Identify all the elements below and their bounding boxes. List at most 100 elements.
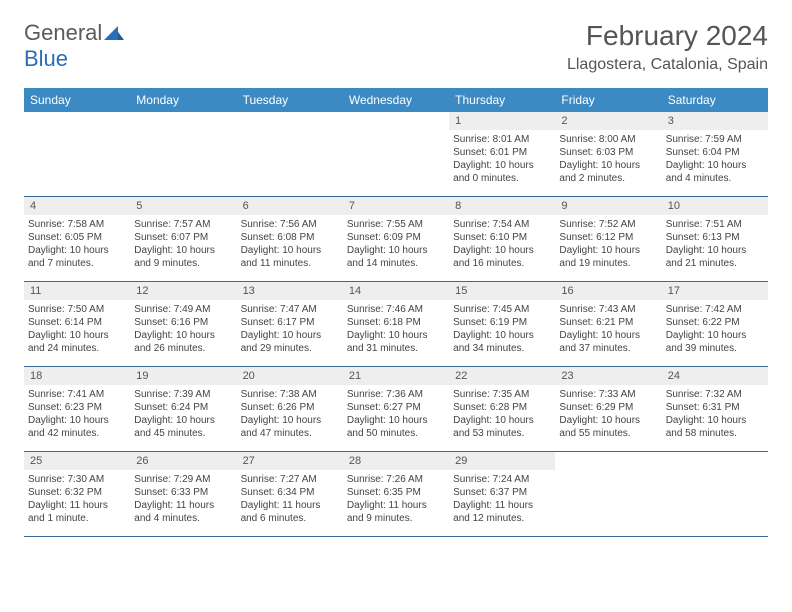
calendar-cell: 23Sunrise: 7:33 AMSunset: 6:29 PMDayligh… <box>555 367 661 451</box>
calendar-week: 1 Sunrise: 8:01 AMSunset: 6:01 PM Daylight… <box>24 112 768 197</box>
sunrise-line: Sunrise: 7:41 AM <box>28 388 126 401</box>
sunrise-line: Sunrise: 7:35 AM <box>453 388 551 401</box>
day-number: 10 <box>662 197 768 215</box>
sunrise-line: Sunrise: 7:49 AM <box>134 303 232 316</box>
day-number: 9 <box>555 197 661 215</box>
calendar-cell <box>24 112 130 196</box>
sunrise-line: Sunrise: 7:45 AM <box>453 303 551 316</box>
daylight-line: Daylight: 10 hours and 50 minutes. <box>347 414 445 440</box>
sunrise-line: Sunrise: 7:30 AM <box>28 473 126 486</box>
sunset-line: Sunset: 6:33 PM <box>134 486 232 499</box>
sunrise-line: Sunrise: 8:01 AM <box>453 133 551 146</box>
sail-icon <box>104 20 124 46</box>
sunrise-line: Sunrise: 7:27 AM <box>241 473 339 486</box>
calendar-cell: 29Sunrise: 7:24 AMSunset: 6:37 PMDayligh… <box>449 452 555 536</box>
day-number: 7 <box>343 197 449 215</box>
sunrise-line: Sunrise: 7:46 AM <box>347 303 445 316</box>
calendar-cell <box>130 112 236 196</box>
sunset-line: Sunset: 6:14 PM <box>28 316 126 329</box>
brand-text: GeneralBlue <box>24 20 124 72</box>
daylight-line: Daylight: 10 hours and 7 minutes. <box>28 244 126 270</box>
sunrise-line: Sunrise: 7:33 AM <box>559 388 657 401</box>
sunset-line: Sunset: 6:13 PM <box>666 231 764 244</box>
sunrise-line: Sunrise: 7:43 AM <box>559 303 657 316</box>
day-number: 18 <box>24 367 130 385</box>
daylight-line: Daylight: 10 hours and 53 minutes. <box>453 414 551 440</box>
sunset-line: Sunset: 6:16 PM <box>134 316 232 329</box>
daylight-line: Daylight: 10 hours and 37 minutes. <box>559 329 657 355</box>
day-number: 1 <box>449 112 555 130</box>
sunset-line: Sunset: 6:24 PM <box>134 401 232 414</box>
day-number: 16 <box>555 282 661 300</box>
calendar-cell: 2Sunrise: 8:00 AMSunset: 6:03 PMDaylight… <box>555 112 661 196</box>
calendar-cell: 18 Sunrise: 7:41 AMSunset: 6:23 PMDayligh… <box>24 367 130 451</box>
sunrise-line: Sunrise: 7:42 AM <box>666 303 764 316</box>
sunrise-line: Sunrise: 7:55 AM <box>347 218 445 231</box>
calendar-cell: 28Sunrise: 7:26 AMSunset: 6:35 PMDayligh… <box>343 452 449 536</box>
calendar: SundayMondayTuesdayWednesdayThursdayFrid… <box>24 88 768 537</box>
calendar-cell: 16 Sunrise: 7:43 AMSunset: 6:21 PMDayligh… <box>555 282 661 366</box>
sunrise-line: Sunrise: 7:24 AM <box>453 473 551 486</box>
day-of-week: Friday <box>555 88 661 112</box>
calendar-cell: 26Sunrise: 7:29 AMSunset: 6:33 PMDayligh… <box>130 452 236 536</box>
calendar-week: 4Sunrise: 7:58 AMSunset: 6:05 PMDaylight… <box>24 197 768 282</box>
day-number: 14 <box>343 282 449 300</box>
day-number: 5 <box>130 197 236 215</box>
day-number: 25 <box>24 452 130 470</box>
daylight-line: Daylight: 10 hours and 47 minutes. <box>241 414 339 440</box>
sunrise-line: Sunrise: 7:32 AM <box>666 388 764 401</box>
sunset-line: Sunset: 6:10 PM <box>453 231 551 244</box>
calendar-cell: 22Sunrise: 7:35 AMSunset: 6:28 PMDayligh… <box>449 367 555 451</box>
header: GeneralBlue February 2024 Llagostera, Ca… <box>24 20 768 74</box>
daylight-line: Daylight: 10 hours and 16 minutes. <box>453 244 551 270</box>
daylight-line: Daylight: 10 hours and 4 minutes. <box>666 159 764 185</box>
calendar-cell: 12Sunrise: 7:49 AMSunset: 6:16 PMDayligh… <box>130 282 236 366</box>
day-of-week: Saturday <box>662 88 768 112</box>
sunset-line: Sunset: 6:23 PM <box>28 401 126 414</box>
sunset-line: Sunset: 6:09 PM <box>347 231 445 244</box>
day-number: 11 <box>24 282 130 300</box>
day-number: 19 <box>130 367 236 385</box>
sunset-line: Sunset: 6:01 PM <box>453 146 551 159</box>
daylight-line: Daylight: 10 hours and 42 minutes. <box>28 414 126 440</box>
sunrise-line: Sunrise: 7:59 AM <box>666 133 764 146</box>
sunset-line: Sunset: 6:03 PM <box>559 146 657 159</box>
sunrise-line: Sunrise: 7:47 AM <box>241 303 339 316</box>
daylight-line: Daylight: 11 hours and 1 minute. <box>28 499 126 525</box>
calendar-cell <box>662 452 768 536</box>
calendar-cell: 21Sunrise: 7:36 AMSunset: 6:27 PMDayligh… <box>343 367 449 451</box>
calendar-cell: 5Sunrise: 7:57 AMSunset: 6:07 PMDaylight… <box>130 197 236 281</box>
sunrise-line: Sunrise: 7:26 AM <box>347 473 445 486</box>
sunset-line: Sunset: 6:12 PM <box>559 231 657 244</box>
sunrise-line: Sunrise: 7:58 AM <box>28 218 126 231</box>
sunset-line: Sunset: 6:21 PM <box>559 316 657 329</box>
calendar-cell: 20Sunrise: 7:38 AMSunset: 6:26 PMDayligh… <box>237 367 343 451</box>
daylight-line: Daylight: 10 hours and 11 minutes. <box>241 244 339 270</box>
day-number: 27 <box>237 452 343 470</box>
calendar-cell: 10Sunrise: 7:51 AMSunset: 6:13 PMDayligh… <box>662 197 768 281</box>
sunset-line: Sunset: 6:28 PM <box>453 401 551 414</box>
title-block: February 2024 Llagostera, Catalonia, Spa… <box>567 20 768 74</box>
daylight-line: Daylight: 11 hours and 12 minutes. <box>453 499 551 525</box>
daylight-line: Daylight: 10 hours and 39 minutes. <box>666 329 764 355</box>
daylight-line: Daylight: 10 hours and 21 minutes. <box>666 244 764 270</box>
sunset-line: Sunset: 6:26 PM <box>241 401 339 414</box>
sunrise-line: Sunrise: 7:57 AM <box>134 218 232 231</box>
calendar-cell: 3Sunrise: 7:59 AMSunset: 6:04 PMDaylight… <box>662 112 768 196</box>
day-of-week: Thursday <box>449 88 555 112</box>
day-number: 23 <box>555 367 661 385</box>
sunrise-line: Sunrise: 7:39 AM <box>134 388 232 401</box>
calendar-cell: 11Sunrise: 7:50 AMSunset: 6:14 PMDayligh… <box>24 282 130 366</box>
daylight-line: Daylight: 10 hours and 29 minutes. <box>241 329 339 355</box>
sunset-line: Sunset: 6:18 PM <box>347 316 445 329</box>
calendar-cell: 15Sunrise: 7:45 AMSunset: 6:19 PMDayligh… <box>449 282 555 366</box>
daylight-line: Daylight: 10 hours and 55 minutes. <box>559 414 657 440</box>
calendar-cell: 4Sunrise: 7:58 AMSunset: 6:05 PMDaylight… <box>24 197 130 281</box>
calendar-cell: 13Sunrise: 7:47 AMSunset: 6:17 PMDayligh… <box>237 282 343 366</box>
month-title: February 2024 <box>567 20 768 52</box>
day-number: 6 <box>237 197 343 215</box>
calendar-cell: 1Sunrise: 8:01 AMSunset: 6:01 PMDaylight… <box>449 112 555 196</box>
sunset-line: Sunset: 6:31 PM <box>666 401 764 414</box>
sunset-line: Sunset: 6:17 PM <box>241 316 339 329</box>
sunrise-line: Sunrise: 7:52 AM <box>559 218 657 231</box>
